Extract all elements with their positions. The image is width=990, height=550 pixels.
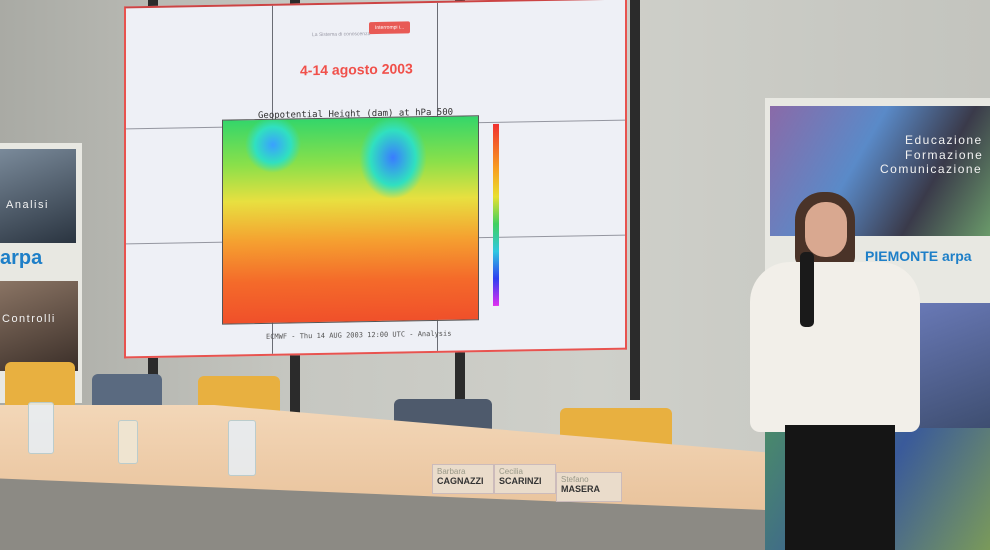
speaker-sweater bbox=[750, 262, 920, 432]
arpa-piemonte-logo: PIEMONTE arpa bbox=[865, 248, 972, 264]
banner-text-controlli: Controlli bbox=[2, 313, 56, 325]
arpa-logo: arpa bbox=[0, 247, 43, 269]
interrupt-button[interactable]: Interrompi i... bbox=[369, 21, 411, 35]
cups-stack bbox=[118, 420, 138, 464]
speaker-trousers bbox=[785, 425, 895, 550]
banner-text-comunicazione: Comunicazione bbox=[880, 162, 983, 176]
screen-support-pole bbox=[630, 0, 640, 400]
left-banner: Analisi arpa Controlli bbox=[0, 143, 82, 403]
speaker-face bbox=[805, 202, 847, 257]
banner-text-educazione: Educazione bbox=[905, 133, 983, 147]
color-scale-legend bbox=[493, 123, 499, 306]
microphone bbox=[800, 252, 814, 327]
name-card: Cecilia SCARINZI bbox=[494, 464, 556, 494]
slide-title: 4-14 agosto 2003 bbox=[300, 60, 413, 79]
banner-text-formazione: Formazione bbox=[905, 148, 984, 162]
video-wall-screen: La Sistema di conoscenza Interrompi i...… bbox=[124, 0, 627, 359]
name-card: Barbara CAGNAZZI bbox=[432, 464, 494, 494]
water-bottle bbox=[28, 402, 54, 454]
slide-top-text: La Sistema di conoscenza bbox=[312, 31, 371, 39]
banner-text-analisi: Analisi bbox=[6, 199, 49, 211]
map-caption: ECMWF - Thu 14 AUG 2003 12:00 UTC - Anal… bbox=[266, 329, 452, 341]
water-bottle bbox=[228, 420, 256, 476]
geopotential-map bbox=[222, 115, 479, 325]
name-card: Stefano MASERA bbox=[556, 472, 622, 502]
